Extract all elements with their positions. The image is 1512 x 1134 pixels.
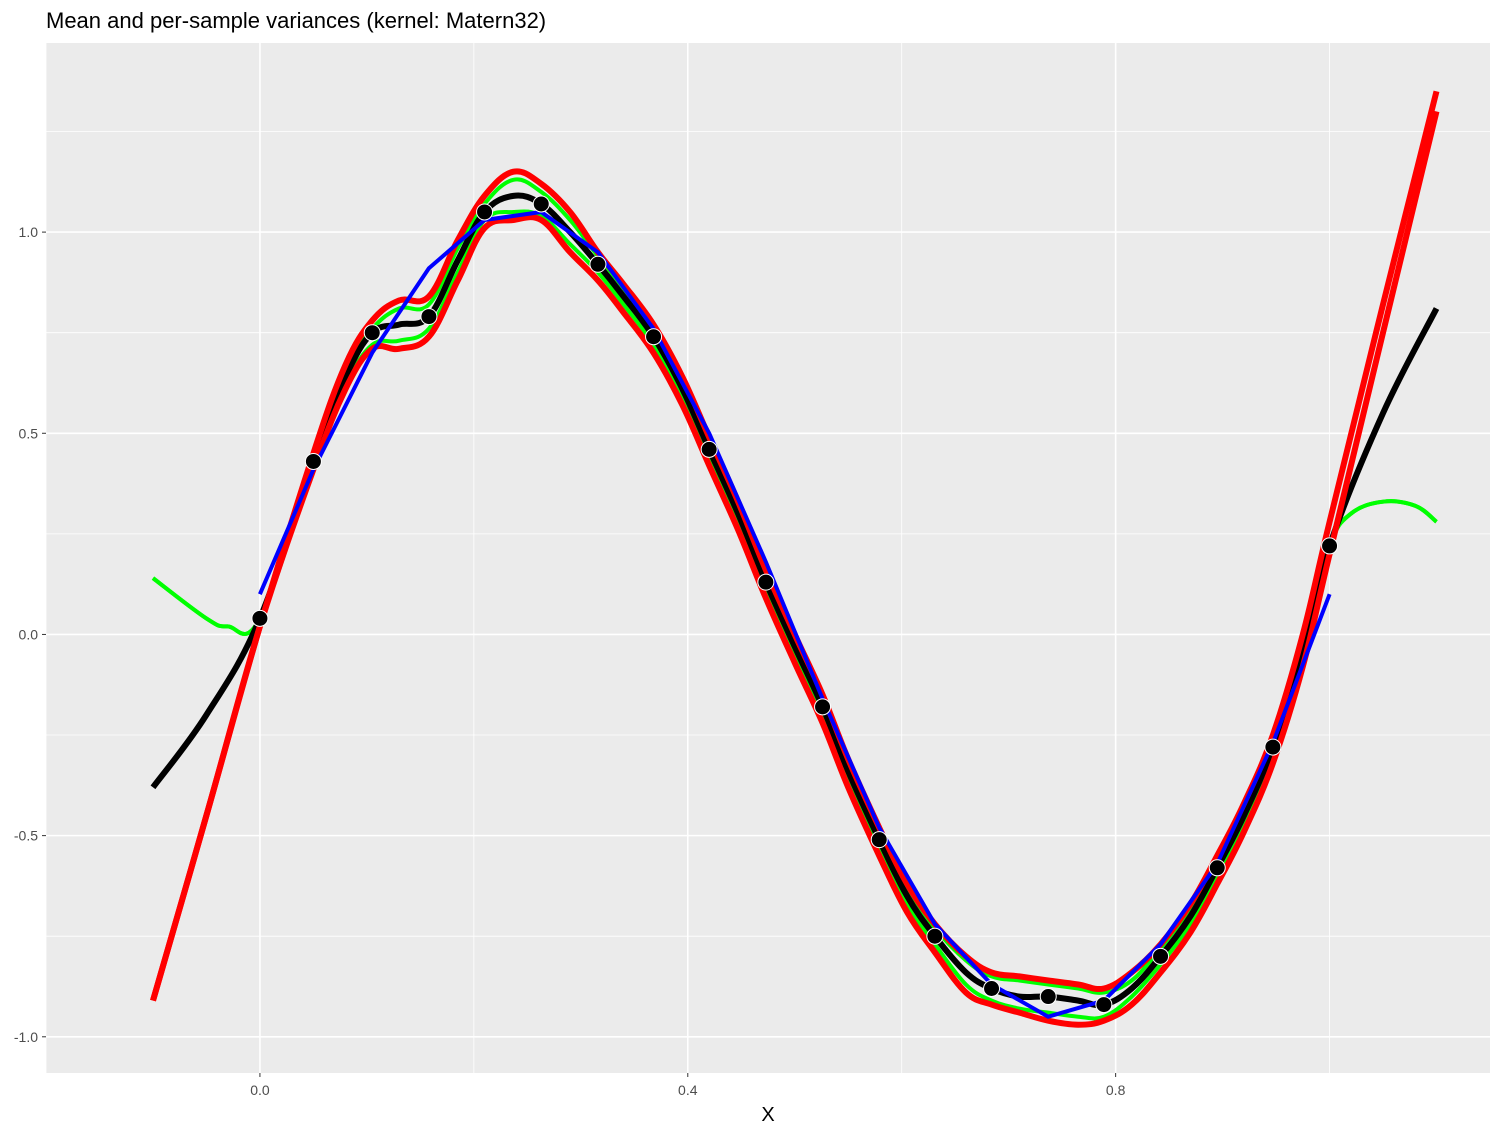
data-point xyxy=(304,452,322,470)
data-point xyxy=(700,440,718,458)
data-point xyxy=(757,573,775,591)
data-point xyxy=(645,328,663,346)
x-tick-label: 0.4 xyxy=(678,1082,698,1098)
data-point xyxy=(1152,947,1170,965)
data-point xyxy=(1039,988,1057,1006)
data-point xyxy=(532,195,550,213)
chart-title: Mean and per-sample variances (kernel: M… xyxy=(46,8,547,33)
y-tick-label: 1.0 xyxy=(19,224,39,240)
grid-minor xyxy=(45,43,1490,1073)
data-point xyxy=(251,609,269,627)
data-point xyxy=(926,927,944,945)
data-point xyxy=(814,698,832,716)
y-tick-label: -1.0 xyxy=(14,1029,38,1045)
blue-line xyxy=(258,210,1332,1019)
green-band-lower-line xyxy=(151,209,1438,1021)
x-tick-label: 0.0 xyxy=(250,1082,270,1098)
data-point xyxy=(1208,859,1226,877)
data-point xyxy=(589,255,607,273)
red-band-lower-line xyxy=(150,110,1440,1028)
data-point xyxy=(1321,537,1339,555)
data-point xyxy=(1095,996,1113,1014)
data-point xyxy=(870,831,888,849)
y-tick-label: -0.5 xyxy=(14,828,38,844)
data-point xyxy=(983,980,1001,998)
data-point xyxy=(420,308,438,326)
y-tick-label: 0.5 xyxy=(19,425,39,441)
ticks-layer: 0.0 0.4 0.8 -1.0 -0.5 0.0 0.5 1.0 xyxy=(14,224,1126,1098)
plot-panel xyxy=(46,43,1490,1073)
x-axis-title: X xyxy=(761,1104,774,1126)
data-point xyxy=(363,324,381,342)
data-point xyxy=(476,203,494,221)
points-layer xyxy=(251,195,1339,1014)
x-tick-label: 0.8 xyxy=(1106,1082,1126,1098)
data-point xyxy=(1264,738,1282,756)
grid-major xyxy=(46,43,1490,1073)
y-tick-label: 0.0 xyxy=(19,626,39,642)
